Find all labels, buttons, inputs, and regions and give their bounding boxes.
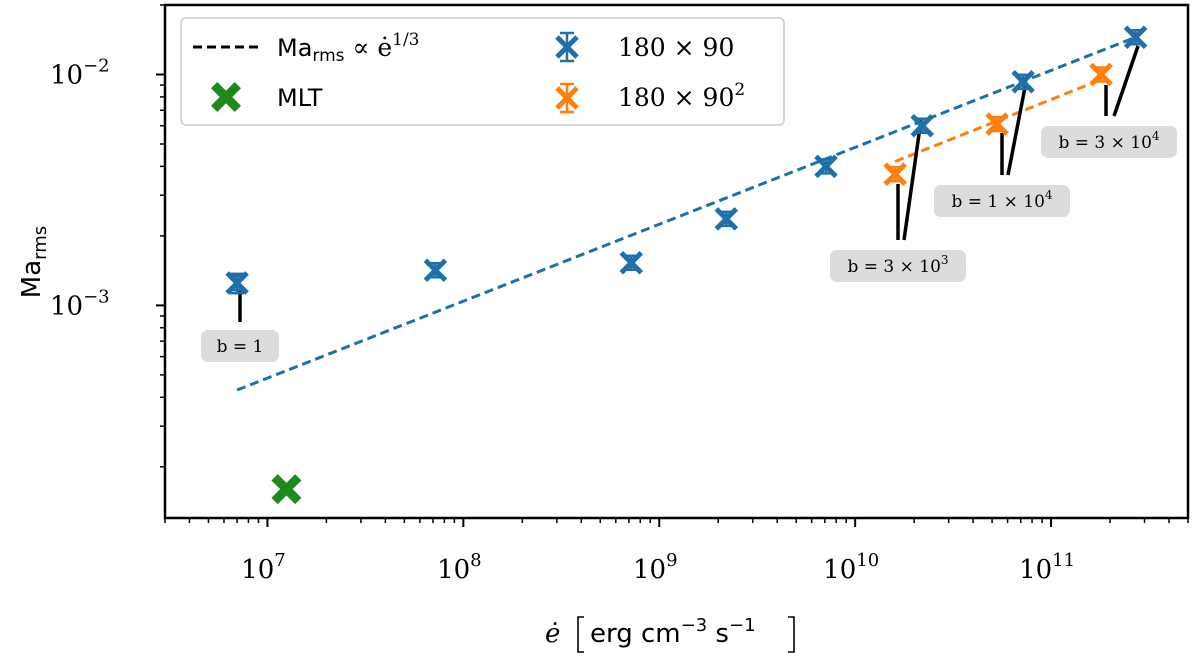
x-tick-label: 1010 — [823, 550, 879, 585]
point-180x90sq — [1089, 62, 1113, 87]
annotation-leader — [1006, 81, 1028, 176]
legend-mlt-marker — [211, 82, 241, 112]
annotation-label: b = 3 × 103 — [847, 253, 948, 277]
y-tick-label: 10−3 — [50, 286, 110, 321]
annotation-label: b = 1 — [217, 337, 264, 357]
point-180x90-stroke-b — [423, 258, 448, 282]
legend-s1-cross — [555, 35, 579, 59]
fit-line-fit-180x90 — [236, 35, 1137, 392]
fit-lines — [236, 35, 1137, 392]
point-180x90 — [910, 113, 935, 138]
data-points — [225, 25, 1148, 505]
legend-mlt-cross — [211, 82, 241, 112]
annotation-label: b = 3 × 104 — [1058, 129, 1159, 153]
x-axis-label: ė erg cm−3 s−1 — [545, 615, 795, 653]
point-180x90 — [225, 271, 249, 295]
point-180x90sq — [985, 112, 1009, 136]
annotation-leader — [1112, 45, 1140, 117]
annotation-box — [201, 330, 279, 362]
x-axis-symbol: ė — [545, 619, 560, 649]
annotation-leader — [902, 119, 923, 241]
legend-mlt-label: MLT — [277, 84, 323, 112]
legend-s2-label: 180 × 902 — [618, 80, 745, 112]
x-tick-label: 1011 — [1019, 550, 1075, 585]
fit-line-fit-180x90sq — [894, 78, 1102, 163]
x-tick-label: 108 — [437, 550, 482, 585]
legend-fit-label: Marms ∝ ė1/3 — [277, 30, 420, 66]
point-180x90 — [423, 258, 448, 282]
point-180x90 — [1011, 70, 1035, 94]
point-180x90-stroke-b — [619, 250, 644, 275]
annotation-label: b = 1 × 104 — [951, 188, 1052, 212]
y-axis-label: Marms — [17, 226, 51, 298]
point-180x90sq-stroke-b — [883, 162, 907, 186]
point-180x90-stroke-b — [714, 207, 739, 231]
point-180x90 — [619, 250, 644, 275]
legend-s2-marker — [555, 82, 579, 114]
point-180x90sq-stroke-b — [985, 112, 1009, 136]
axes: 107 108 109 1010 1011 10−2 10−3 — [50, 4, 1189, 585]
point-180x90sq — [883, 162, 907, 186]
annotation-leaders — [238, 45, 1140, 322]
legend: Marms ∝ ė1/3 MLT 180 × 90 180 × 902 — [180, 17, 785, 126]
point-180x90-stroke-b — [814, 154, 838, 179]
annotation-box — [934, 185, 1070, 217]
legend-s1-marker — [555, 31, 579, 63]
point-180x90-stroke-b — [1123, 25, 1148, 50]
x-axis-bracket-left — [577, 616, 584, 653]
annotation-box — [1041, 126, 1177, 158]
point-180x90 — [714, 207, 739, 231]
x-axis-units: erg cm−3 s−1 — [590, 615, 756, 649]
annotation-box — [830, 250, 966, 282]
point-180x90 — [814, 154, 838, 179]
legend-s1-label: 180 × 90 — [618, 33, 734, 62]
point-180x90sq-stroke-b — [1089, 62, 1113, 87]
point-180x90 — [1123, 25, 1148, 50]
plot-frame — [163, 3, 1190, 520]
legend-s2-cross-stroke-b — [555, 86, 579, 110]
point-180x90-stroke-b — [1011, 70, 1035, 94]
mlt-point — [271, 474, 302, 505]
y-tick-label: 10−2 — [50, 56, 110, 91]
legend-frame — [180, 17, 785, 126]
x-axis-bracket-right — [788, 616, 795, 653]
legend-s2-cross — [555, 86, 579, 110]
point-180x90-stroke-b — [225, 271, 249, 295]
annotations: b = 1 b = 3 × 103 b = 1 × 104 b = 3 × 104 — [201, 126, 1177, 362]
x-tick-label: 109 — [633, 550, 678, 585]
point-180x90-stroke-b — [910, 113, 935, 138]
x-tick-label: 107 — [241, 550, 286, 585]
legend-s1-cross-stroke-b — [555, 35, 579, 59]
